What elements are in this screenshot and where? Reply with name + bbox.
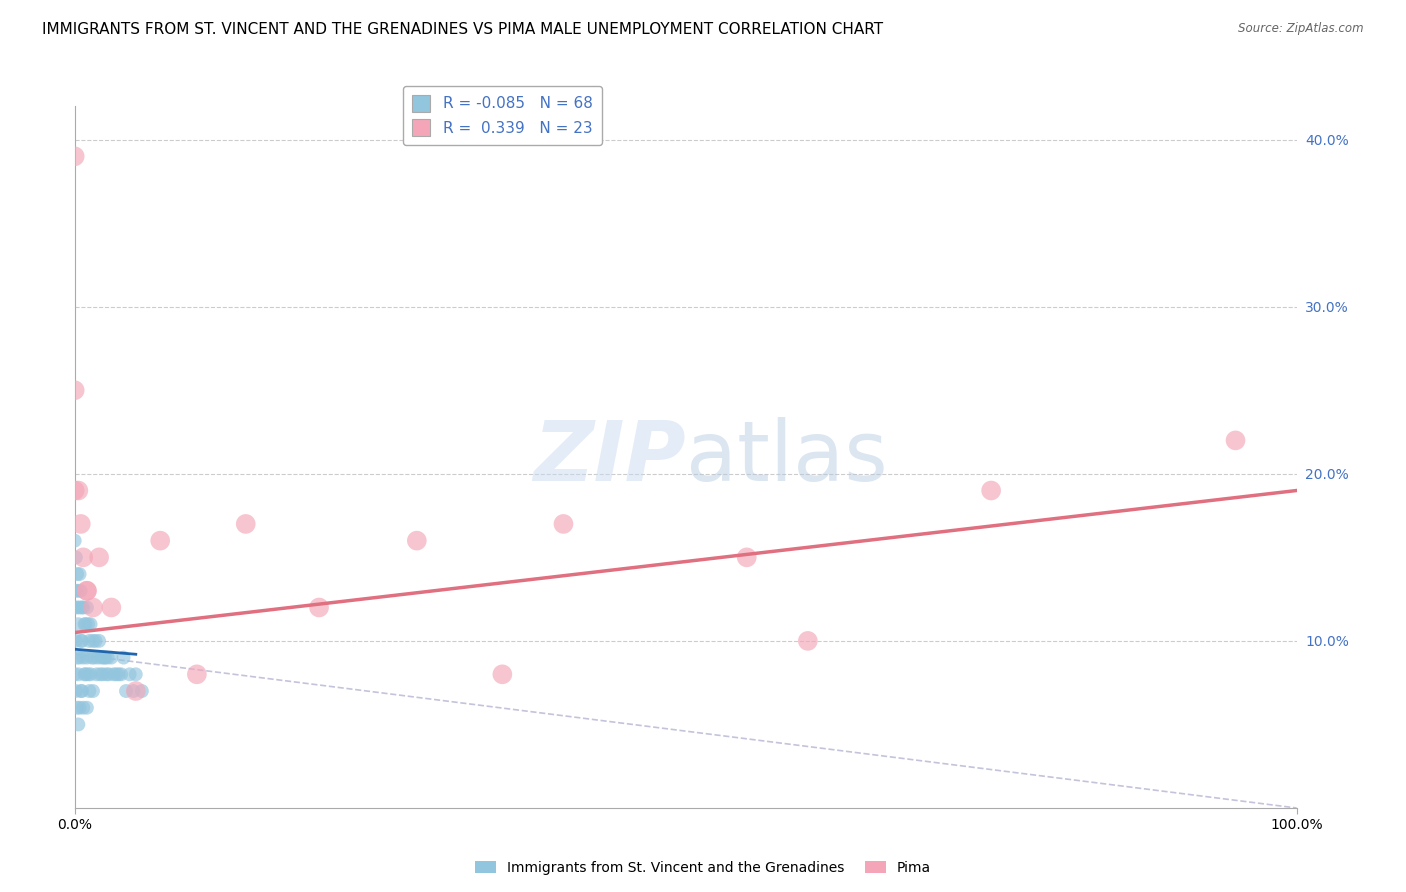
Point xyxy=(83,650,105,665)
Point xyxy=(77,617,100,632)
Point xyxy=(65,684,87,698)
Point xyxy=(63,667,86,681)
Point xyxy=(797,633,820,648)
Point xyxy=(67,583,90,598)
Point xyxy=(67,717,90,731)
Point xyxy=(122,684,145,698)
Point xyxy=(72,550,94,565)
Point xyxy=(69,700,91,714)
Point xyxy=(76,583,98,598)
Point xyxy=(86,667,108,681)
Point xyxy=(76,700,98,714)
Point xyxy=(735,550,758,565)
Point xyxy=(72,700,94,714)
Point xyxy=(553,516,575,531)
Point xyxy=(70,600,93,615)
Point xyxy=(82,633,104,648)
Point xyxy=(66,700,89,714)
Text: IMMIGRANTS FROM ST. VINCENT AND THE GRENADINES VS PIMA MALE UNEMPLOYMENT CORRELA: IMMIGRANTS FROM ST. VINCENT AND THE GREN… xyxy=(42,22,883,37)
Point xyxy=(69,650,91,665)
Point xyxy=(72,650,94,665)
Point xyxy=(76,600,98,615)
Point xyxy=(97,650,120,665)
Point xyxy=(118,667,141,681)
Point xyxy=(87,633,110,648)
Point xyxy=(80,650,103,665)
Point xyxy=(75,667,97,681)
Point xyxy=(77,667,100,681)
Point xyxy=(149,533,172,548)
Point xyxy=(97,667,120,681)
Point xyxy=(69,516,91,531)
Point xyxy=(63,533,86,548)
Point xyxy=(70,633,93,648)
Point xyxy=(235,516,257,531)
Legend: R = -0.085   N = 68, R =  0.339   N = 23: R = -0.085 N = 68, R = 0.339 N = 23 xyxy=(404,86,602,145)
Point xyxy=(67,483,90,498)
Point xyxy=(76,650,98,665)
Point xyxy=(63,384,86,398)
Point xyxy=(79,667,101,681)
Point xyxy=(110,667,132,681)
Text: atlas: atlas xyxy=(686,417,887,498)
Point xyxy=(69,583,91,598)
Text: Source: ZipAtlas.com: Source: ZipAtlas.com xyxy=(1239,22,1364,36)
Point xyxy=(75,617,97,632)
Point xyxy=(87,550,110,565)
Point xyxy=(65,633,87,648)
Point xyxy=(66,600,89,615)
Point xyxy=(87,650,110,665)
Point xyxy=(70,684,93,698)
Point xyxy=(89,667,111,681)
Point xyxy=(67,617,90,632)
Point xyxy=(980,483,1002,498)
Point xyxy=(73,617,96,632)
Point xyxy=(69,567,91,582)
Point xyxy=(63,600,86,615)
Point xyxy=(96,667,118,681)
Point xyxy=(65,550,87,565)
Point xyxy=(112,650,135,665)
Point xyxy=(66,567,89,582)
Point xyxy=(69,600,91,615)
Point xyxy=(79,633,101,648)
Point xyxy=(84,633,107,648)
Point xyxy=(65,583,87,598)
Point xyxy=(79,617,101,632)
Point xyxy=(94,650,117,665)
Point xyxy=(67,667,90,681)
Point xyxy=(69,633,91,648)
Point xyxy=(72,600,94,615)
Point xyxy=(82,600,104,615)
Point xyxy=(491,667,513,681)
Point xyxy=(63,149,86,163)
Point xyxy=(82,684,104,698)
Point xyxy=(405,533,427,548)
Point xyxy=(125,684,148,698)
Point xyxy=(105,667,128,681)
Point xyxy=(131,684,153,698)
Point xyxy=(63,483,86,498)
Point xyxy=(115,684,138,698)
Point xyxy=(100,650,122,665)
Legend: Immigrants from St. Vincent and the Grenadines, Pima: Immigrants from St. Vincent and the Gren… xyxy=(470,855,936,880)
Point xyxy=(125,667,148,681)
Point xyxy=(308,600,330,615)
Point xyxy=(66,650,89,665)
Point xyxy=(107,667,129,681)
Point xyxy=(93,650,115,665)
Point xyxy=(91,667,114,681)
Point xyxy=(103,667,125,681)
Point xyxy=(76,583,98,598)
Point xyxy=(69,684,91,698)
Point xyxy=(186,667,208,681)
Point xyxy=(90,650,112,665)
Text: ZIP: ZIP xyxy=(533,417,686,498)
Point xyxy=(79,684,101,698)
Point xyxy=(1225,434,1247,448)
Point xyxy=(100,600,122,615)
Point xyxy=(73,667,96,681)
